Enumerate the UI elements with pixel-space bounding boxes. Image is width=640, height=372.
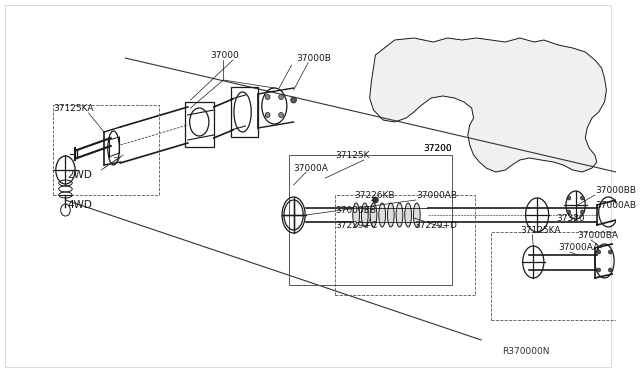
Ellipse shape: [387, 203, 394, 227]
Text: 37226KB: 37226KB: [354, 190, 395, 199]
Text: 37000AB: 37000AB: [595, 201, 636, 209]
Ellipse shape: [609, 268, 612, 272]
Text: 37320: 37320: [556, 214, 585, 222]
Ellipse shape: [609, 250, 612, 254]
Ellipse shape: [379, 203, 385, 227]
Text: 4WD: 4WD: [67, 200, 92, 210]
Text: 37229+D: 37229+D: [414, 221, 457, 230]
Text: 37000: 37000: [210, 51, 239, 60]
Ellipse shape: [353, 203, 360, 227]
Text: 37000AB: 37000AB: [416, 190, 457, 199]
Text: 37200: 37200: [424, 144, 452, 153]
Bar: [289, 155, 452, 285]
Bar: [185, 102, 214, 147]
Ellipse shape: [404, 203, 412, 227]
Text: 2WD: 2WD: [67, 170, 92, 180]
Ellipse shape: [278, 112, 284, 118]
Text: 37125K: 37125K: [335, 151, 369, 160]
Ellipse shape: [567, 210, 571, 214]
Ellipse shape: [265, 94, 270, 99]
Ellipse shape: [596, 250, 601, 254]
Bar: [491, 232, 621, 320]
Ellipse shape: [396, 203, 403, 227]
Ellipse shape: [413, 203, 420, 227]
Text: 37000AA: 37000AA: [558, 244, 600, 253]
Text: 37000BA: 37000BA: [577, 231, 618, 240]
Bar: [231, 87, 258, 137]
Ellipse shape: [567, 196, 571, 200]
Ellipse shape: [278, 94, 284, 99]
Bar: [335, 195, 474, 295]
Text: 37229+C: 37229+C: [335, 221, 377, 230]
Text: 37125KA: 37125KA: [53, 103, 93, 112]
Text: 37000BB: 37000BB: [595, 186, 636, 195]
Ellipse shape: [580, 210, 584, 214]
Ellipse shape: [580, 196, 584, 200]
Ellipse shape: [362, 203, 368, 227]
Ellipse shape: [596, 268, 601, 272]
Ellipse shape: [372, 197, 378, 203]
Polygon shape: [370, 38, 607, 172]
Bar: [53, 105, 159, 195]
Text: 37000A: 37000A: [294, 164, 328, 173]
Ellipse shape: [265, 112, 270, 118]
Text: 37200: 37200: [424, 144, 452, 153]
Text: 37000BB: 37000BB: [335, 205, 376, 215]
Ellipse shape: [370, 203, 377, 227]
Ellipse shape: [291, 97, 296, 103]
Text: R370000N: R370000N: [502, 347, 550, 356]
Text: 37000B: 37000B: [296, 54, 332, 62]
Text: 37125KA: 37125KA: [520, 225, 560, 234]
